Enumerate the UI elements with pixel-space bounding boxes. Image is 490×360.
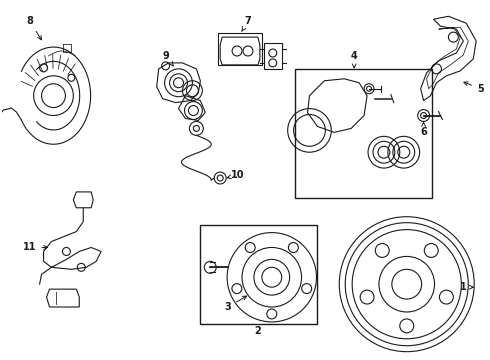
Text: 10: 10 xyxy=(227,170,245,180)
Text: 8: 8 xyxy=(26,16,42,40)
Text: 11: 11 xyxy=(23,243,48,252)
Bar xyxy=(200,225,318,324)
Text: 3: 3 xyxy=(225,296,246,312)
Bar xyxy=(294,69,432,198)
Text: 2: 2 xyxy=(254,326,261,336)
Text: 5: 5 xyxy=(464,82,484,94)
Bar xyxy=(218,33,262,65)
Text: 9: 9 xyxy=(162,51,173,66)
Text: 1: 1 xyxy=(460,282,473,292)
Text: 7: 7 xyxy=(242,16,251,31)
Text: 4: 4 xyxy=(351,51,358,68)
Text: 6: 6 xyxy=(420,122,427,138)
